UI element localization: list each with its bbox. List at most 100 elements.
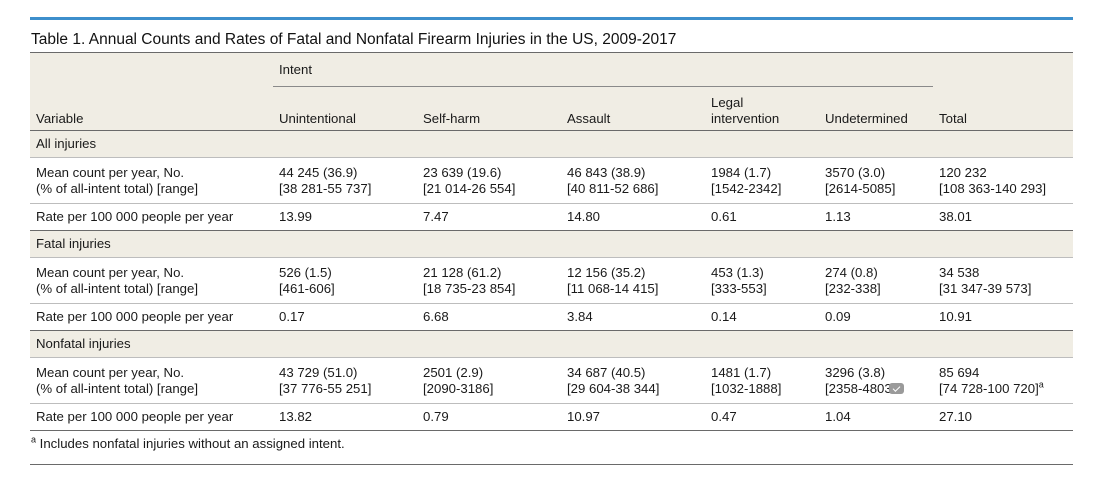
cell: 1.13: [819, 203, 934, 231]
cell-range: [18 735-23 854]: [423, 280, 516, 296]
cell: 453 (1.3) [333-553]: [705, 257, 819, 304]
cell-range: [1032-1888]: [711, 380, 782, 396]
table-container: Table 1. Annual Counts and Rates of Fata…: [30, 17, 1074, 465]
cell: 0.09: [819, 303, 934, 331]
col-legal-intervention: Legal intervention: [705, 86, 819, 131]
cell-range: [38 281-55 737]: [279, 180, 372, 196]
cell: 120 232 [108 363-140 293]: [933, 157, 1074, 204]
section-label: Nonfatal injuries: [30, 330, 1074, 358]
row-label-line1: Mean count per year, No.: [36, 264, 185, 280]
cell: 23 639 (19.6) [21 014-26 554]: [417, 157, 561, 204]
cell-range: [461-606]: [279, 280, 335, 296]
footnote-rule: [30, 464, 1073, 465]
table-title: Table 1. Annual Counts and Rates of Fata…: [31, 31, 677, 48]
cell-count: 1481 (1.7): [711, 364, 772, 380]
cell: 274 (0.8) [232-338]: [819, 257, 934, 304]
cell: 1481 (1.7) [1032-1888]: [705, 357, 819, 404]
cell-range-text: [74 728-100 720]: [939, 380, 1039, 396]
col-self-harm: Self-harm: [417, 86, 561, 131]
cell: 27.10: [933, 403, 1074, 430]
cell-count: 3570 (3.0): [825, 164, 886, 180]
accent-bar: [30, 17, 1073, 20]
cell: 0.79: [417, 403, 561, 430]
cell-count: 44 245 (36.9): [279, 164, 358, 180]
cell: 46 843 (38.9) [40 811-52 686]: [561, 157, 705, 204]
data-table: Intent Variable Unintentional Self-harm …: [30, 53, 1074, 430]
row-label-line1: Mean count per year, No.: [36, 364, 185, 380]
cell: 10.91: [933, 303, 1074, 331]
cell-count: 46 843 (38.9): [567, 164, 646, 180]
cell-count: 34 687 (40.5): [567, 364, 646, 380]
cell: 3296 (3.8) [2358-4803: [819, 357, 934, 404]
cell: 6.68: [417, 303, 561, 331]
table-row: Rate per 100 000 people per year 13.82 0…: [30, 403, 1074, 430]
cell-count: 43 729 (51.0): [279, 364, 358, 380]
row-label: Rate per 100 000 people per year: [30, 203, 273, 231]
cell-range: [1542-2342]: [711, 180, 782, 196]
cell: 1984 (1.7) [1542-2342]: [705, 157, 819, 204]
cell-count: 34 538: [939, 264, 980, 280]
cell-range: [74 728-100 720]a: [939, 380, 1073, 397]
cell-count: 120 232: [939, 164, 987, 180]
variable-header: Variable: [30, 86, 273, 131]
cell-range: [29 604-38 344]: [567, 380, 660, 396]
cell-range: [2614-5085]: [825, 180, 896, 196]
table-row: Mean count per year, No. (% of all-intent…: [30, 257, 1074, 304]
table-row: Rate per 100 000 people per year 13.99 7…: [30, 203, 1074, 231]
cell: 21 128 (61.2) [18 735-23 854]: [417, 257, 561, 304]
header-row-columns: Variable Unintentional Self-harm Assault…: [30, 86, 1074, 131]
row-label-line2: (% of all-intent total) [range]: [36, 180, 198, 196]
cell-count: 12 156 (35.2): [567, 264, 646, 280]
cell-range: [2358-4803: [825, 381, 933, 397]
cell-count: 21 128 (61.2): [423, 264, 502, 280]
col-legal-line1: Legal: [711, 95, 744, 110]
cell-count: 2501 (2.9): [423, 364, 484, 380]
title-rule: [30, 52, 1073, 53]
section-label: Fatal injuries: [30, 230, 1074, 258]
table-footnote: a Includes nonfatal injuries without an …: [30, 430, 1073, 460]
cell: 0.17: [273, 303, 417, 331]
header-row-intent: Intent: [30, 53, 1074, 87]
cell: 12 156 (35.2) [11 068-14 415]: [561, 257, 705, 304]
col-undetermined: Undetermined: [819, 86, 934, 131]
cell: 13.99: [273, 203, 417, 231]
intent-header: Intent: [273, 53, 934, 87]
cell: 3.84: [561, 303, 705, 331]
cell-range: [108 363-140 293]: [939, 180, 1047, 196]
col-unintentional: Unintentional: [273, 86, 417, 131]
cell-range: [31 347-39 573]: [939, 280, 1032, 296]
row-label: Mean count per year, No. (% of all-intent…: [30, 257, 273, 304]
cell: 14.80: [561, 203, 705, 231]
footnote-marker: a: [31, 434, 37, 445]
cell-range: [37 776-55 251]: [279, 380, 372, 396]
cell-count: 1984 (1.7): [711, 164, 772, 180]
cell: 0.14: [705, 303, 819, 331]
cell-range: [40 811-52 686]: [567, 180, 659, 196]
cell: 0.61: [705, 203, 819, 231]
row-label: Rate per 100 000 people per year: [30, 403, 273, 430]
cell: 1.04: [819, 403, 934, 430]
cell: 10.97: [561, 403, 705, 430]
section-row: Nonfatal injuries: [30, 330, 1074, 358]
col-total: Total: [933, 86, 1074, 131]
cell-range-text: [2358-4803: [825, 380, 892, 396]
cell: 34 538 [31 347-39 573]: [933, 257, 1074, 304]
footnote-text: Includes nonfatal injuries without an as…: [36, 436, 345, 451]
table-row: Mean count per year, No. (% of all-intent…: [30, 157, 1074, 204]
row-label-line1: Mean count per year, No.: [36, 164, 185, 180]
row-label: Rate per 100 000 people per year: [30, 303, 273, 331]
col-legal-line2: intervention: [711, 111, 780, 126]
cell-range: [2090-3186]: [423, 380, 494, 396]
cell: 34 687 (40.5) [29 604-38 344]: [561, 357, 705, 404]
cell: 13.82: [273, 403, 417, 430]
table-row: Rate per 100 000 people per year 0.17 6.…: [30, 303, 1074, 331]
section-row: Fatal injuries: [30, 230, 1074, 258]
row-label: Mean count per year, No. (% of all-intent…: [30, 157, 273, 204]
cell-count: 526 (1.5): [279, 264, 332, 280]
cell-count: 453 (1.3): [711, 264, 764, 280]
comment-icon[interactable]: [888, 382, 904, 394]
cell-count: 23 639 (19.6): [423, 164, 502, 180]
row-label-line2: (% of all-intent total) [range]: [36, 280, 198, 296]
cell-range: [11 068-14 415]: [567, 280, 659, 296]
cell-count: 274 (0.8): [825, 264, 878, 280]
